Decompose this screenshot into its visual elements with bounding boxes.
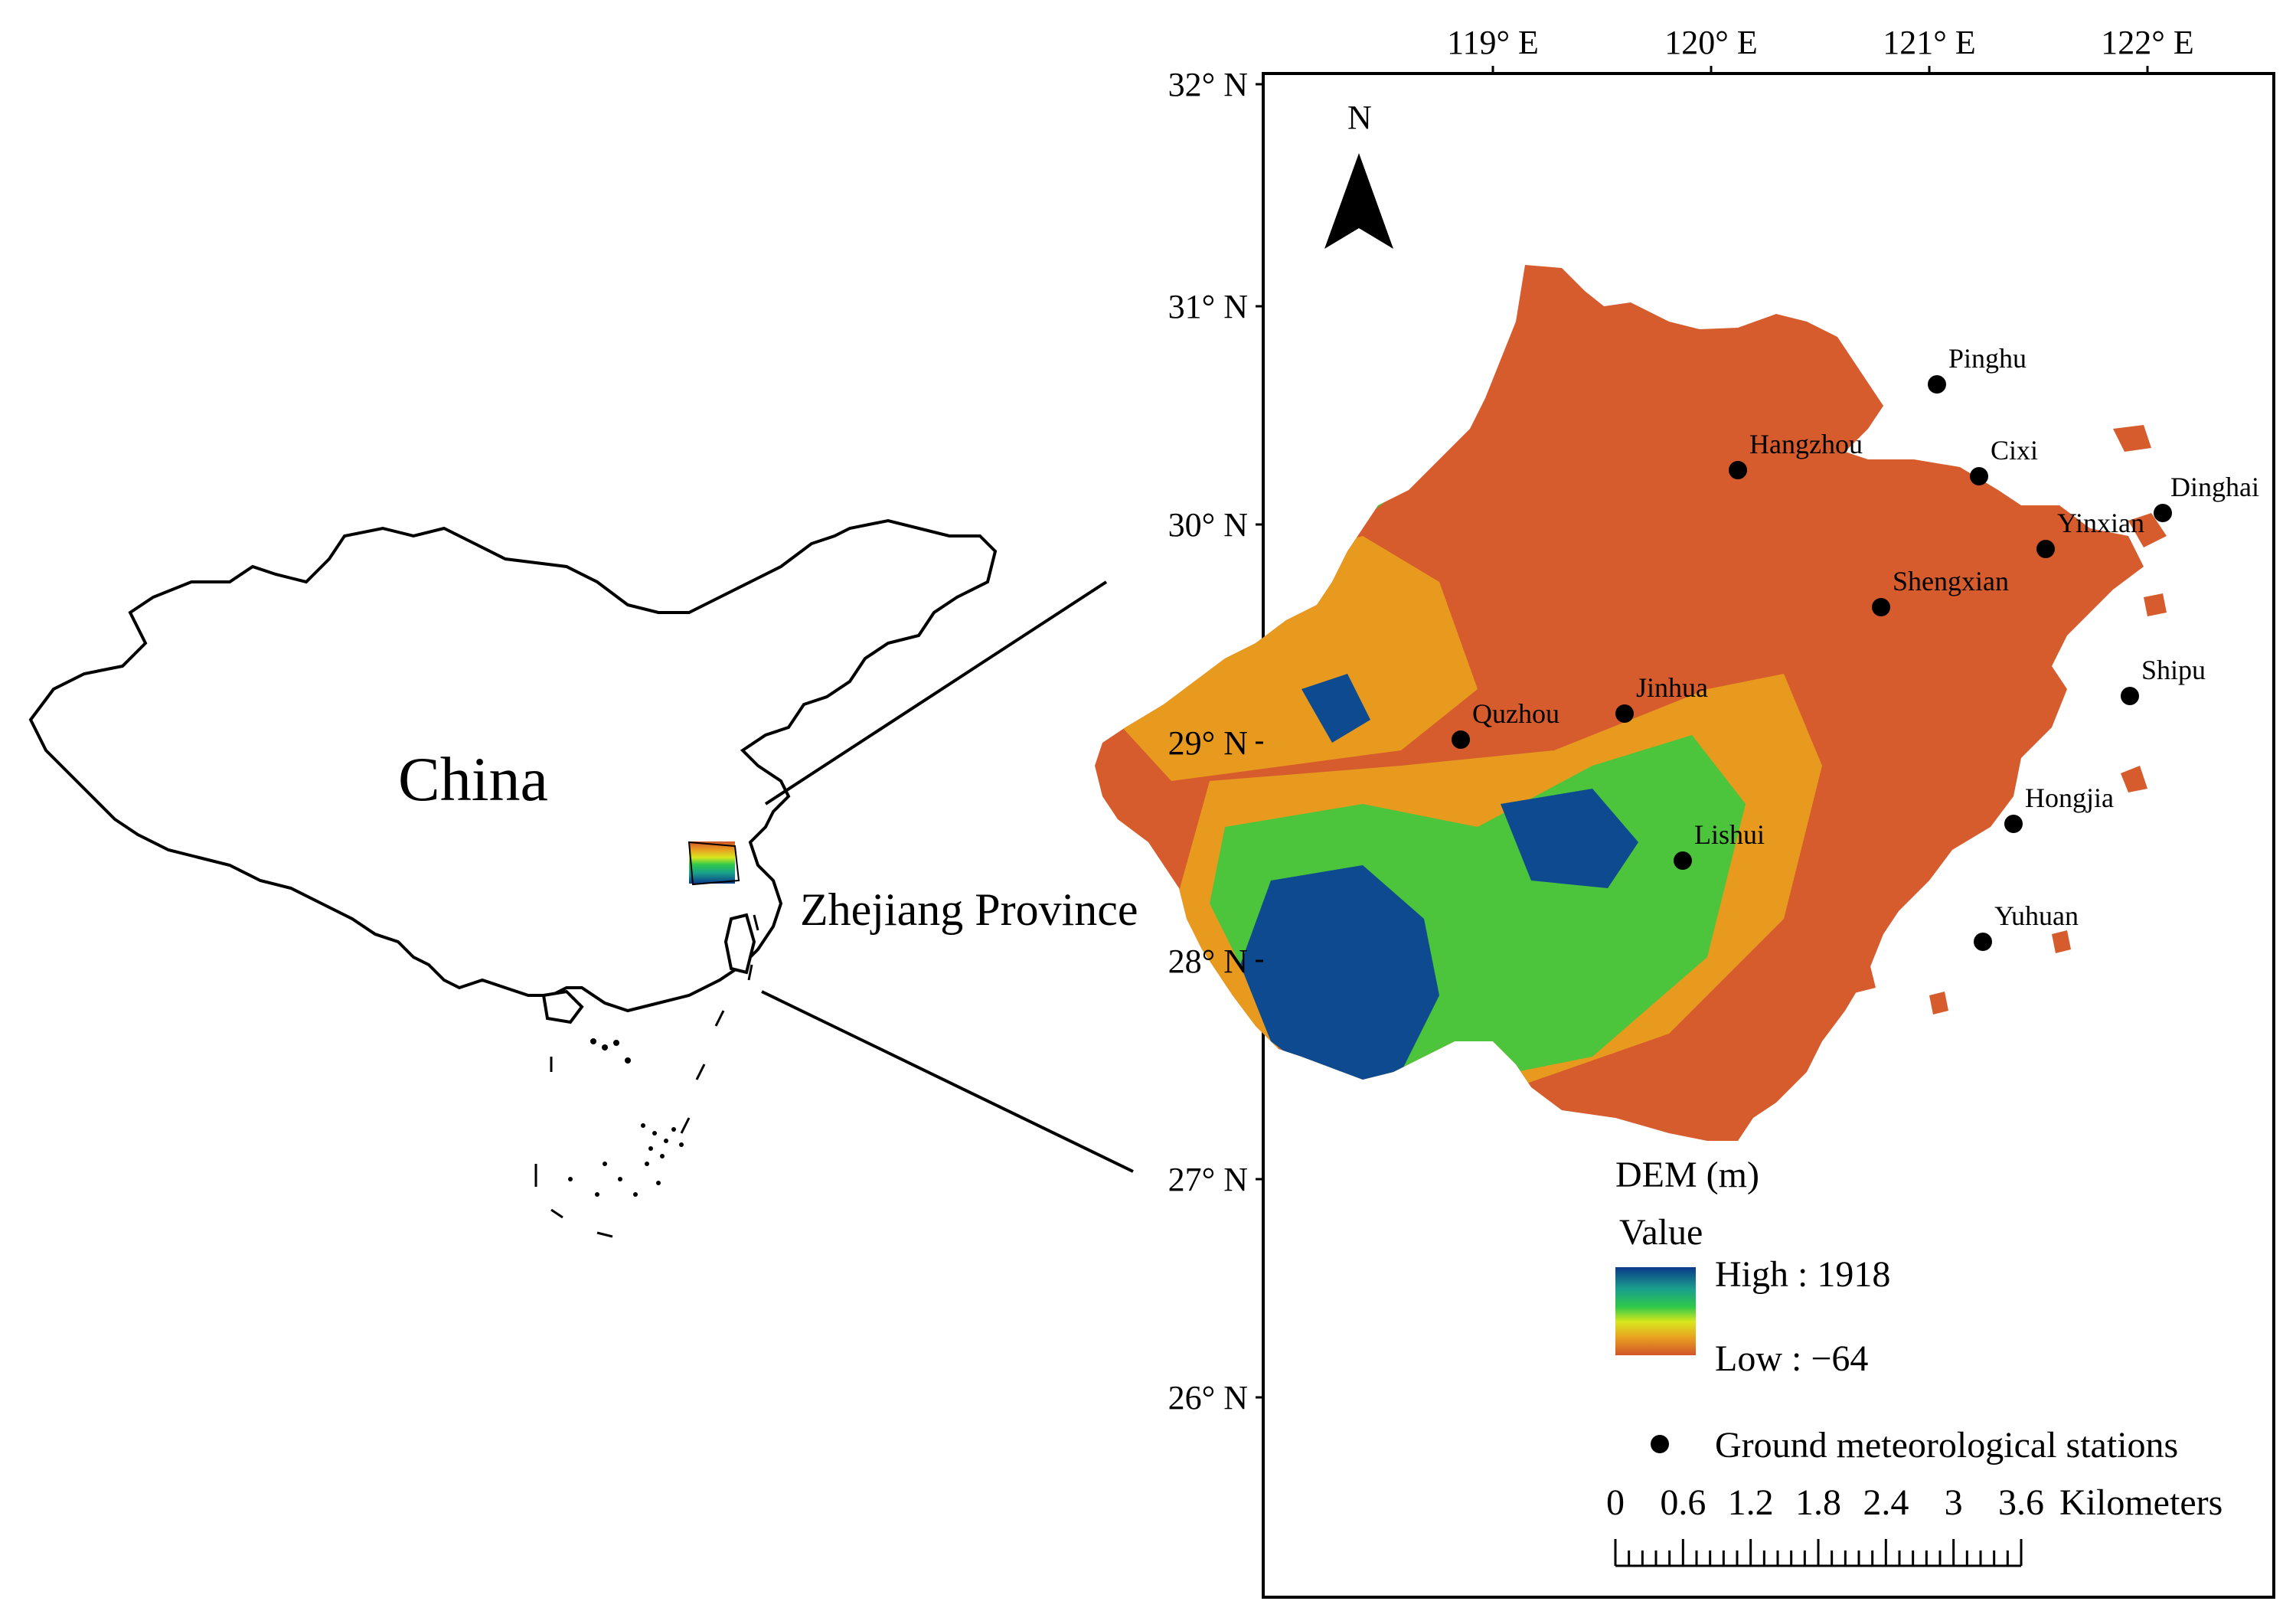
north-arrow-label: N <box>1347 99 1372 136</box>
left-axis: 32° N 31° N 30° N 29° N 28° N 27° N 26° N <box>1168 66 1263 1417</box>
station-marker <box>2154 504 2172 522</box>
scale-bar-tick-label: 0.6 <box>1660 1482 1706 1523</box>
top-axis-tick-label: 120° E <box>1664 24 1757 61</box>
scale-bar-tick-label: 3 <box>1945 1482 1963 1523</box>
station-label: Cixi <box>1991 435 2038 466</box>
station-label: Yuhuan <box>1994 900 2079 931</box>
scale-bar-tick-label: 2.4 <box>1863 1482 1909 1523</box>
left-axis-tick-label: 29° N <box>1168 724 1248 762</box>
legend: DEM (m) Value High : 1918 Low : −64 Grou… <box>1615 1155 2178 1466</box>
scale-bar-tick-label: 3.6 <box>1998 1482 2044 1523</box>
left-axis-tick-label: 28° N <box>1168 943 1248 980</box>
left-axis-tick-label: 32° N <box>1168 66 1248 103</box>
taiwan-island <box>723 913 756 975</box>
zhejiang-label: Zhejiang Province <box>800 884 1138 935</box>
station-label: Lishui <box>1694 819 1765 850</box>
station-marker <box>1615 704 1634 723</box>
top-axis-tick-label: 121° E <box>1883 24 1975 61</box>
station-marker <box>1974 933 1992 951</box>
station-marker <box>1729 461 1747 479</box>
left-axis-tick-label: 31° N <box>1168 288 1248 325</box>
legend-high-label: High : 1918 <box>1715 1254 1890 1295</box>
north-arrow: N <box>1324 99 1393 249</box>
detail-map: 119° E 120° E 121° E 122° E 32° N 31° N 30° N… <box>1095 24 2275 1599</box>
legend-station-label: Ground meteorological stations <box>1715 1425 2178 1466</box>
station-marker <box>2004 815 2023 833</box>
station-label: Shengxian <box>1893 566 2009 596</box>
station-marker <box>1452 730 1470 749</box>
scale-bar-unit: Kilometers <box>2059 1482 2223 1523</box>
north-arrow-icon <box>1324 153 1393 249</box>
legend-value-label: Value <box>1619 1212 1703 1253</box>
china-label: China <box>398 744 548 814</box>
zhejiang-inset-highlight <box>687 841 740 886</box>
legend-low-label: Low : −64 <box>1715 1338 1868 1379</box>
station-label: Pinghu <box>1948 343 2027 374</box>
station-label: Jinhua <box>1636 672 1708 703</box>
station-marker <box>2121 687 2139 705</box>
hainan-island <box>541 989 584 1024</box>
station-label: Shipu <box>2141 655 2206 685</box>
china-outline <box>28 518 998 1013</box>
scale-bar-tick-label: 1.2 <box>1728 1482 1774 1523</box>
connector-line-lower <box>761 990 1134 1173</box>
scale-bar-tick-label: 0 <box>1606 1482 1625 1523</box>
station-marker <box>1872 598 1890 616</box>
station-label: Dinghai <box>2170 472 2259 502</box>
station-label: Yinxian <box>2057 508 2144 538</box>
left-axis-tick-label: 30° N <box>1168 506 1248 544</box>
scale-bar: Kilometers 0 0.6 1.2 1.8 2.4 3 3.6 <box>1606 1482 2223 1567</box>
top-axis-tick-label: 119° E <box>1447 24 1539 61</box>
station-label: Hongjia <box>2025 783 2114 813</box>
scale-bar-tick-label: 1.8 <box>1795 1482 1841 1523</box>
connector-line-upper <box>764 580 1108 805</box>
station-marker <box>1970 467 1988 485</box>
legend-gradient-bar <box>1615 1267 1696 1355</box>
station-marker <box>2036 540 2055 558</box>
south-china-sea-islands <box>568 1038 684 1197</box>
legend-station-icon <box>1651 1435 1669 1453</box>
station-marker <box>1674 851 1692 870</box>
station-label: Quzhou <box>1472 698 1560 729</box>
station-label: Hangzhou <box>1749 429 1863 459</box>
left-axis-tick-label: 26° N <box>1168 1379 1248 1417</box>
top-axis: 119° E 120° E 121° E 122° E <box>1447 24 2194 74</box>
nine-dash-line <box>534 914 759 1238</box>
stations-layer: Pinghu Hangzhou Cixi Dinghai Yinxian Shengxia… <box>1452 343 2259 951</box>
left-axis-tick-label: 27° N <box>1168 1161 1248 1198</box>
overview-map: China Zhejiang Province <box>28 518 1138 1238</box>
top-axis-tick-label: 122° E <box>2101 24 2193 61</box>
station-marker <box>1928 375 1946 394</box>
legend-title: DEM (m) <box>1615 1155 1759 1195</box>
